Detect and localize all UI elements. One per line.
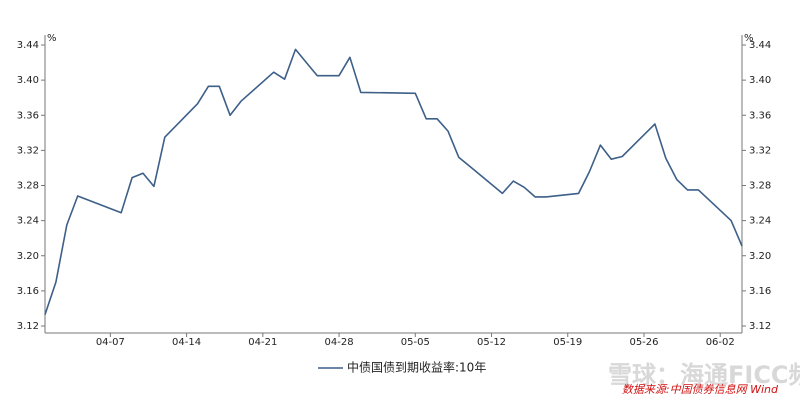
y-tick-label: 3.40: [17, 75, 39, 86]
y2-tick-label: 3.16: [749, 286, 771, 297]
y-tick-label: 3.36: [17, 110, 39, 121]
x-tick-label: 06-02: [706, 337, 735, 348]
y2-tick-label: 3.36: [749, 110, 771, 121]
y-tick-label: 3.12: [17, 321, 39, 332]
y-tick-label: 3.24: [17, 216, 39, 227]
x-tick-label: 04-28: [325, 337, 354, 348]
x-tick-label: 05-19: [553, 337, 582, 348]
y2-axis-label: %: [744, 33, 754, 44]
x-tick-label: 05-26: [629, 337, 658, 348]
y-tick-label: 3.16: [17, 286, 39, 297]
x-tick-label: 05-05: [401, 337, 430, 348]
data-line: [44, 48, 743, 315]
x-tick-label: 04-14: [172, 337, 201, 348]
y2-tick-label: 3.12: [749, 321, 771, 332]
y2-tick-label: 3.28: [749, 181, 771, 192]
x-tick-label: 04-07: [96, 337, 125, 348]
x-tick-label: 05-12: [477, 337, 506, 348]
y2-tick-label: 3.24: [749, 216, 771, 227]
y-tick-label: 3.28: [17, 181, 39, 192]
y2-tick-label: 3.32: [749, 145, 771, 156]
x-tick-label: 04-21: [248, 337, 277, 348]
y2-tick-label: 3.44: [749, 40, 771, 51]
source-note: 数据来源:中国债券信息网 Wind: [622, 383, 779, 396]
watermark: 雪球：海通FICC频道: [608, 361, 800, 389]
legend-label: 中债国债到期收益率:10年: [347, 360, 486, 375]
y-tick-label: 3.44: [17, 40, 39, 51]
y2-tick-label: 3.20: [749, 251, 771, 262]
y-tick-label: 3.32: [17, 145, 39, 156]
y2-tick-label: 3.40: [749, 75, 771, 86]
y-axis-label: %: [47, 33, 57, 44]
y-tick-label: 3.20: [17, 251, 39, 262]
